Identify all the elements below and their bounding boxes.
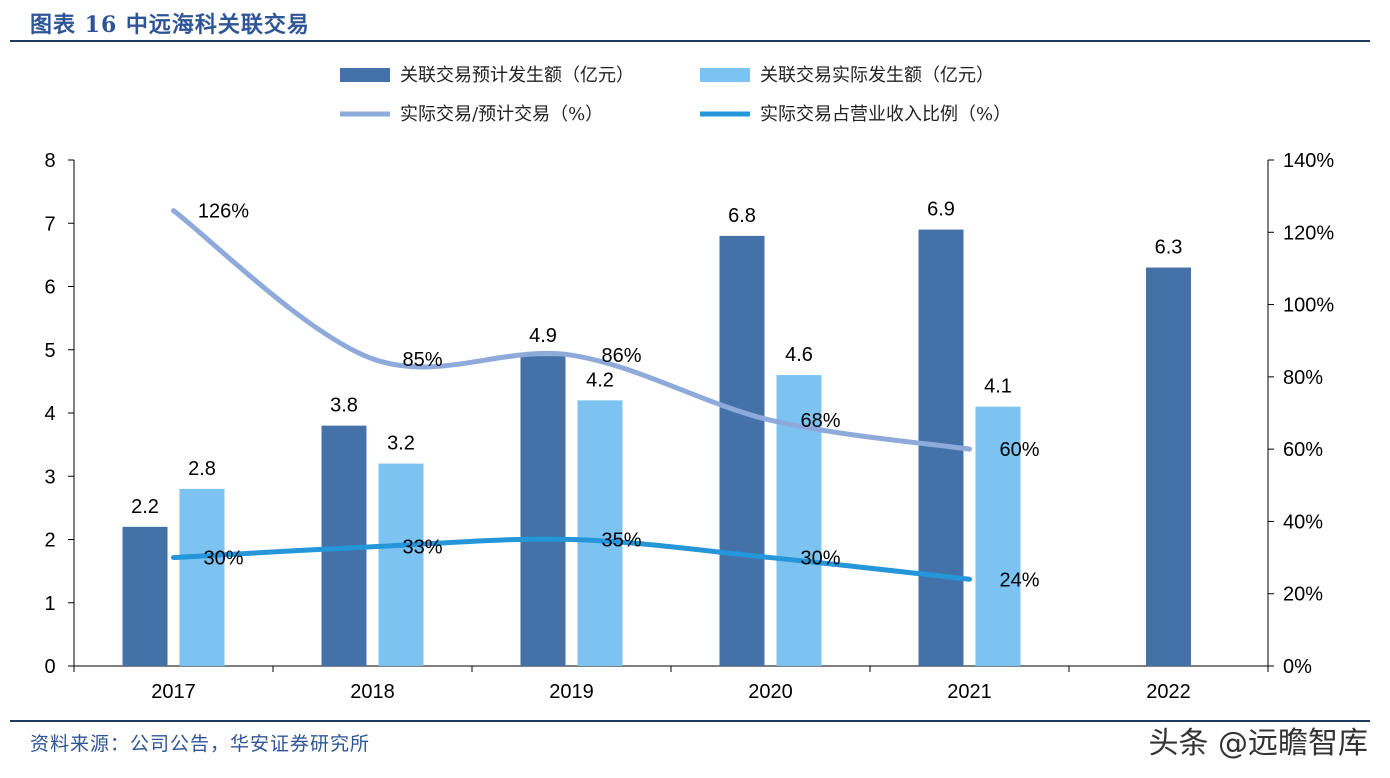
- legend-label: 关联交易实际发生额（亿元）: [760, 65, 994, 86]
- left-tick-label: 2: [44, 530, 55, 552]
- watermark: 头条 @远瞻智库: [1148, 726, 1368, 761]
- actual-bar: [179, 488, 225, 666]
- expected-bar: [122, 526, 168, 666]
- right-tick-label: 140%: [1283, 150, 1334, 172]
- source-note: 资料来源：公司公告，华安证券研究所: [30, 733, 371, 755]
- right-tick-label: 0%: [1283, 656, 1312, 678]
- legend: 关联交易预计发生额（亿元） 关联交易实际发生额（亿元） 实际交易/预计交易（%） 实际…: [340, 65, 1011, 125]
- revenue-share-label: 24%: [999, 569, 1039, 591]
- x-tick-label: 2019: [549, 681, 594, 703]
- left-tick-label: 7: [44, 213, 55, 235]
- left-tick-label: 5: [44, 340, 55, 362]
- ratio-line: [171, 208, 972, 452]
- right-tick-label: 80%: [1283, 367, 1323, 389]
- right-tick-label: 60%: [1283, 439, 1323, 461]
- revenue-share-label: 30%: [203, 548, 243, 570]
- chart: 关联交易预计发生额（亿元） 关联交易实际发生额（亿元） 实际交易/预计交易（%） 实际…: [44, 65, 1334, 703]
- lines: [171, 208, 972, 582]
- revenue-share-label: 30%: [800, 548, 840, 570]
- expected-bar: [1146, 267, 1191, 666]
- ratio-label: 126%: [198, 201, 249, 223]
- expected-bar-label: 3.8: [330, 395, 358, 417]
- left-tick-label: 6: [44, 277, 55, 299]
- header: 图表 16 中远海科关联交易: [0, 0, 1390, 44]
- expected-bar-label: 6.9: [927, 199, 955, 221]
- legend-label: 实际交易/预计交易（%）: [400, 104, 603, 125]
- page-title: 图表 16 中远海科关联交易: [30, 12, 310, 38]
- expected-bar: [719, 235, 765, 666]
- actual-bar-label: 4.1: [984, 376, 1012, 398]
- left-tick-label: 0: [44, 656, 55, 678]
- expected-bar-label: 4.9: [529, 325, 557, 347]
- right-tick-label: 20%: [1283, 584, 1323, 606]
- revenue-share-label: 33%: [402, 537, 442, 559]
- expected-bar: [520, 356, 566, 666]
- actual-bar-label: 4.6: [785, 344, 813, 366]
- ratio-label: 86%: [601, 345, 641, 367]
- x-tick-label: 2018: [350, 681, 395, 703]
- revenue-share-label: 35%: [601, 530, 641, 552]
- actual-bar-label: 4.2: [586, 369, 614, 391]
- x-tick-label: 2021: [947, 681, 992, 703]
- left-tick-label: 8: [44, 150, 55, 172]
- legend-swatch: [340, 68, 390, 82]
- right-tick-label: 40%: [1283, 511, 1323, 533]
- actual-bar: [378, 463, 424, 666]
- legend-label: 关联交易预计发生额（亿元）: [400, 65, 634, 86]
- x-tick-label: 2022: [1146, 681, 1191, 703]
- revenue-share-line: [171, 536, 972, 582]
- ratio-label: 85%: [402, 349, 442, 371]
- right-tick-label: 120%: [1283, 222, 1334, 244]
- ratio-label: 68%: [800, 410, 840, 432]
- expected-bar-label: 6.8: [728, 205, 756, 227]
- expected-bar-label: 6.3: [1155, 237, 1183, 259]
- legend-label: 实际交易占营业收入比例（%）: [760, 104, 1011, 125]
- data-labels: 2.2 3.8 4.9 6.8 6.9 6.3 2.8 3.2 4.2 4.6 4.1 126% 85%…: [131, 199, 1182, 592]
- top-rule: [10, 40, 1370, 42]
- right-tick-label: 100%: [1283, 295, 1334, 317]
- x-tick-label: 2017: [151, 681, 196, 703]
- left-tick-label: 3: [44, 466, 55, 488]
- ratio-label: 60%: [999, 439, 1039, 461]
- x-tick-label: 2020: [748, 681, 793, 703]
- actual-bar: [577, 400, 623, 666]
- actual-bar: [975, 406, 1021, 666]
- expected-bar-label: 2.2: [131, 496, 159, 518]
- legend-swatch: [700, 68, 750, 82]
- actual-bar-label: 2.8: [188, 458, 216, 480]
- actual-bar-label: 3.2: [387, 433, 415, 455]
- bottom-rule: [10, 720, 1370, 722]
- left-tick-label: 1: [44, 593, 55, 615]
- left-tick-label: 4: [44, 403, 55, 425]
